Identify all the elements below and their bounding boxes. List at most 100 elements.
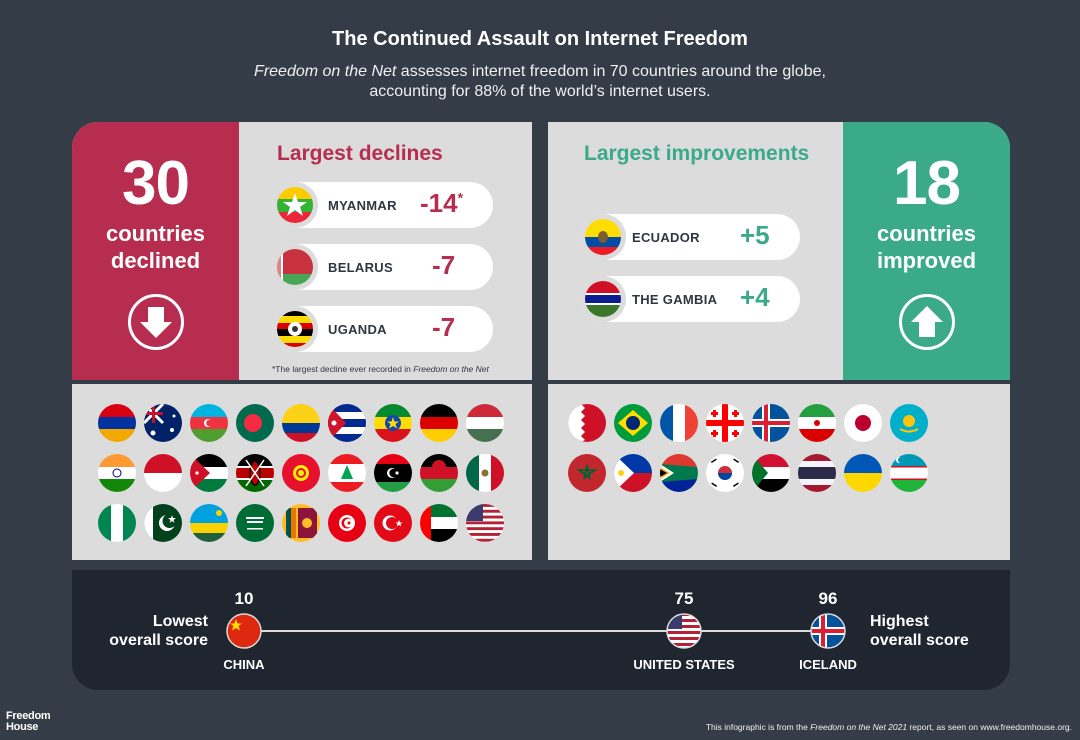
jordan-flag-icon: [190, 454, 228, 492]
improved-countries-flags: [548, 384, 1010, 560]
united-arab-emirates-flag-icon: [420, 504, 458, 542]
decline-item-myanmar: MYANMAR -14*: [272, 182, 493, 228]
united-states-flag-icon: [466, 504, 504, 542]
ukraine-flag-icon: [844, 454, 882, 492]
subtitle-report-name: Freedom on the Net: [254, 63, 397, 80]
saudi-arabia-flag-icon: [236, 504, 274, 542]
declines-count: 30: [122, 149, 190, 218]
overall-score-scale: Lowest overall score Highest overall sco…: [72, 570, 1010, 690]
panel-divider: [72, 380, 532, 384]
score-country-united-states: UNITED STATES: [633, 657, 735, 672]
score-value-china: 10: [234, 589, 254, 608]
cuba-flag-icon: [328, 404, 366, 442]
uzbekistan-flag-icon: [890, 454, 928, 492]
morocco-flag-icon: [568, 454, 606, 492]
decline-country: BELARUS: [328, 260, 393, 275]
india-flag-icon: [98, 454, 136, 492]
iceland-flag-icon: [752, 404, 790, 442]
mexico-flag-icon: [466, 454, 504, 492]
decline-country: MYANMAR: [328, 198, 397, 213]
georgia-flag-icon: [706, 404, 744, 442]
panel-divider: [548, 380, 1010, 384]
armenia-flag-icon: [98, 404, 136, 442]
declines-panel: 30 countries declined Largest declines M…: [72, 122, 532, 560]
pakistan-flag-icon: [144, 504, 182, 542]
kyrgyzstan-flag-icon: [282, 454, 320, 492]
germany-flag-icon: [420, 404, 458, 442]
score-country-china: CHINA: [223, 657, 265, 672]
ethiopia-flag-icon: [374, 404, 412, 442]
improvement-country: THE GAMBIA: [632, 292, 718, 307]
improvements-summary: 18 countries improved: [843, 122, 1010, 380]
azerbaijan-flag-icon: [190, 404, 228, 442]
south-africa-flag-icon: [660, 454, 698, 492]
improvements-count: 18: [893, 149, 961, 218]
gambia-flag-icon: [580, 276, 626, 322]
footer-credit: This infographic is from the Freedom on …: [705, 722, 1072, 732]
brazil-flag-icon: [614, 404, 652, 442]
australia-flag-icon: [144, 404, 182, 442]
south-korea-flag-icon: [706, 454, 744, 492]
kenya-flag-icon: [236, 454, 274, 492]
lowest-score-label: Lowest overall score: [109, 613, 208, 649]
improvement-item-ecuador: ECUADOR +5: [580, 214, 800, 260]
ecuador-flag-icon: [580, 214, 626, 260]
page-title: The Continued Assault on Internet Freedo…: [332, 28, 748, 50]
improvements-panel: Largest improvements ECUADOR +5 THE GAMB…: [548, 122, 1010, 560]
kazakhstan-flag-icon: [890, 404, 928, 442]
subtitle-line1: assesses internet freedom in 70 countrie…: [396, 63, 826, 80]
improvement-country: ECUADOR: [632, 230, 700, 245]
decline-change: -14*: [420, 188, 464, 218]
colombia-flag-icon: [282, 404, 320, 442]
malawi-flag-icon: [420, 454, 458, 492]
page-subtitle: Freedom on the Net assesses internet fre…: [0, 62, 1080, 102]
declines-summary: 30 countries declined: [72, 122, 239, 380]
lebanon-flag-icon: [328, 454, 366, 492]
thailand-flag-icon: [798, 454, 836, 492]
uganda-flag-icon: [272, 306, 318, 352]
highest-score-label: Highest overall score: [870, 613, 969, 649]
declines-header: Largest declines: [277, 142, 443, 165]
decline-change: -7: [432, 312, 456, 342]
freedom-house-logo: Freedom House: [6, 710, 51, 733]
down-arrow-icon: [127, 294, 184, 350]
france-flag-icon: [660, 404, 698, 442]
score-value-united-states: 75: [674, 589, 694, 608]
improvement-item-the-gambia: THE GAMBIA +4: [580, 276, 800, 322]
improvement-change: +5: [740, 220, 770, 250]
improvements-label: countries improved: [876, 221, 977, 273]
bangladesh-flag-icon: [236, 404, 274, 442]
iran-flag-icon: [798, 404, 836, 442]
declined-countries-flags: [72, 384, 532, 560]
decline-change: -7: [432, 250, 456, 280]
score-value-iceland: 96: [818, 589, 838, 608]
bahrain-flag-icon: [568, 404, 606, 442]
china-flag-icon: [226, 613, 262, 649]
declines-footnote: *The largest decline ever recorded in Fr…: [272, 364, 489, 374]
belarus-flag-icon: [272, 244, 318, 290]
declines-label: countries declined: [105, 221, 206, 273]
nigeria-flag-icon: [98, 504, 136, 542]
improvement-change: +4: [740, 282, 770, 312]
subtitle-line2: accounting for 88% of the world’s intern…: [369, 83, 711, 100]
score-line: [244, 630, 838, 632]
sri-lanka-flag-icon: [282, 504, 320, 542]
iceland-flag-icon: [810, 613, 846, 649]
sudan-flag-icon: [752, 454, 790, 492]
japan-flag-icon: [844, 404, 882, 442]
decline-item-uganda: UGANDA -7: [272, 306, 493, 352]
decline-item-belarus: BELARUS -7: [272, 244, 493, 290]
decline-country: UGANDA: [328, 322, 387, 337]
libya-flag-icon: [374, 454, 412, 492]
score-country-iceland: ICELAND: [799, 657, 857, 672]
up-arrow-icon: [898, 294, 955, 350]
improvements-header: Largest improvements: [584, 142, 810, 165]
united-states-flag-icon: [666, 613, 702, 649]
indonesia-flag-icon: [144, 454, 182, 492]
tunisia-flag-icon: [328, 504, 366, 542]
turkey-flag-icon: [374, 504, 412, 542]
hungary-flag-icon: [466, 404, 504, 442]
rwanda-flag-icon: [190, 504, 228, 542]
myanmar-flag-icon: [272, 182, 318, 228]
philippines-flag-icon: [614, 454, 652, 492]
